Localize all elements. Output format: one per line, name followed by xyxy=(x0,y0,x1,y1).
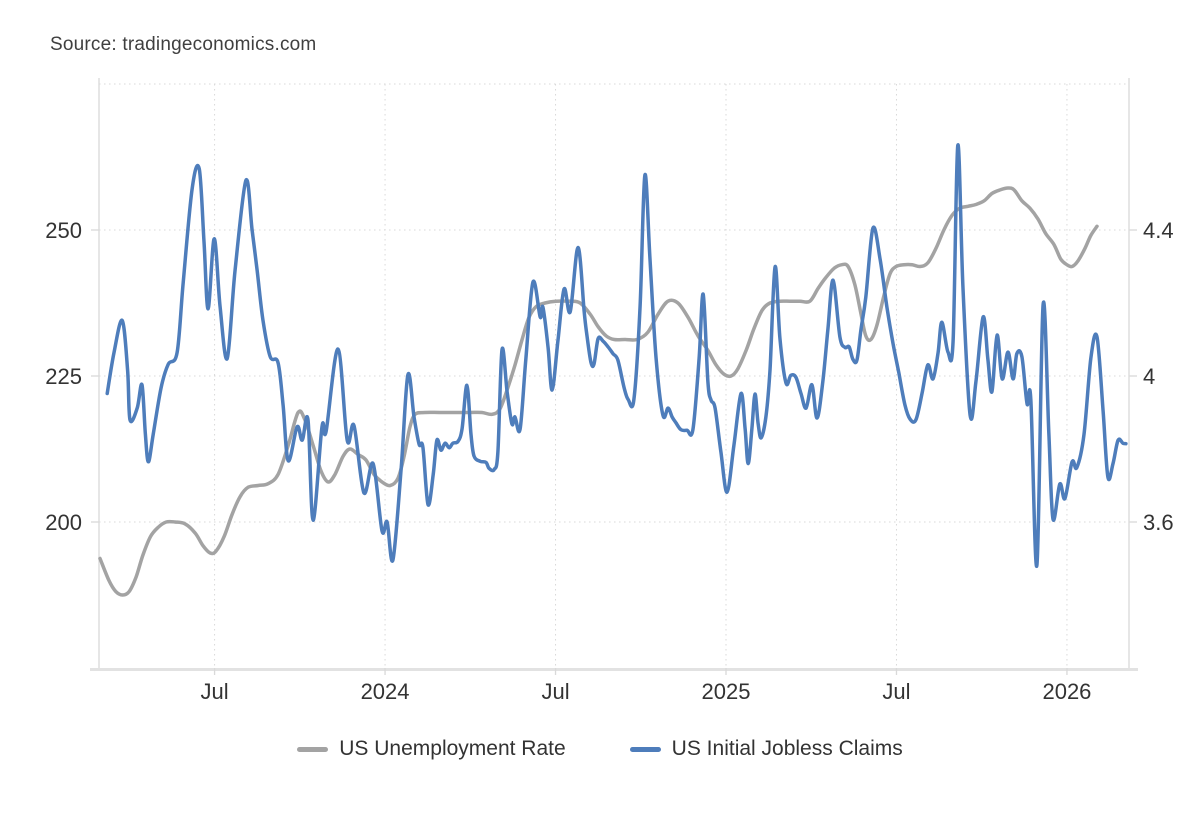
legend-swatch-unemployment-icon xyxy=(297,746,329,752)
legend-item-claims[interactable]: US Initial Jobless Claims xyxy=(629,737,903,761)
legend-label-unemployment: US Unemployment Rate xyxy=(339,737,566,760)
series-line-claims[interactable] xyxy=(105,143,1128,568)
left-axis-tick-label: 200 xyxy=(45,510,82,535)
x-axis-tick-label: 2026 xyxy=(1042,679,1091,704)
left-axis-tick-label: 225 xyxy=(45,364,82,389)
x-axis-tick-label: 2024 xyxy=(361,679,410,704)
series-line-unemployment[interactable] xyxy=(98,186,1099,597)
right-axis-tick-label: 4 xyxy=(1143,364,1155,389)
legend-label-claims: US Initial Jobless Claims xyxy=(671,737,903,760)
legend-item-unemployment[interactable]: US Unemployment Rate xyxy=(297,737,566,761)
chart-legend: US Unemployment Rate US Initial Jobless … xyxy=(0,737,1200,761)
source-attribution: Source: tradingeconomics.com xyxy=(50,34,317,55)
right-axis-tick-label: 3.6 xyxy=(1143,510,1174,535)
legend-swatch-claims-icon xyxy=(629,746,661,752)
x-axis-tick-label: Jul xyxy=(541,679,569,704)
chart-canvas: 250 225 200 4.4 4 3.6 Jul 2024 Jul 2025 Jul 2026 xyxy=(45,78,1174,704)
x-axis-tick-label: Jul xyxy=(882,679,910,704)
x-axis-tick-label: 2025 xyxy=(702,679,751,704)
right-axis-tick-label: 4.4 xyxy=(1143,218,1174,243)
x-axis-tick-label: Jul xyxy=(201,679,229,704)
left-axis-tick-label: 250 xyxy=(45,218,82,243)
